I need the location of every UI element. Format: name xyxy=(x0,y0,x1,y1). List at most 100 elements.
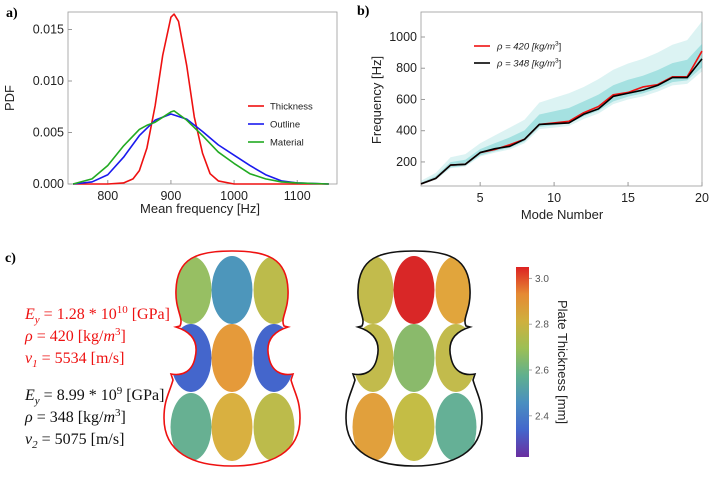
parameter-line: ρ = 348 [kg/m3] xyxy=(24,407,126,426)
thickness-patch xyxy=(170,393,212,461)
colorbar-tick-label: 3.0 xyxy=(535,274,549,285)
red-plate-outline xyxy=(163,250,301,467)
tail: ] xyxy=(121,409,126,426)
series-line-material xyxy=(72,110,329,185)
colorbar-label: Plate Thickness [mm] xyxy=(555,300,570,424)
x-tick-label: 10 xyxy=(547,191,561,205)
y-tick-label: 400 xyxy=(396,124,417,138)
superscript: 3 xyxy=(115,326,121,338)
black-plate-patches xyxy=(352,256,477,461)
subscript: y xyxy=(34,314,40,326)
x-axis-label: Mode Number xyxy=(521,207,604,222)
legend-tail: ] xyxy=(559,59,562,70)
colorbar-tick-label: 2.8 xyxy=(535,320,549,331)
legend-label: Outline xyxy=(270,120,300,131)
thickness-patch xyxy=(170,324,212,392)
symbol: E xyxy=(24,306,35,323)
legend-label: Thickness xyxy=(270,102,313,113)
series-line-1 xyxy=(420,58,703,185)
red-plate-patches xyxy=(170,256,295,461)
thickness-patch xyxy=(211,324,253,392)
legend-sup: 3 xyxy=(555,41,559,48)
series-line-outline xyxy=(72,113,329,185)
y-axis-label: Frequency [Hz] xyxy=(369,56,384,144)
parameter-line: ν1 = 5534 [m/s] xyxy=(25,350,124,370)
superscript: 9 xyxy=(117,385,123,397)
thickness-patch xyxy=(352,393,394,461)
legend-text: ρ = 420 [kg/m xyxy=(496,42,555,53)
panel-label-a: a) xyxy=(6,6,18,21)
thickness-patch xyxy=(211,256,253,324)
superscript: 10 xyxy=(117,304,129,316)
legend-label: Material xyxy=(270,138,304,149)
y-tick-label: 0.000 xyxy=(33,177,64,191)
tail: [GPa] xyxy=(122,387,164,404)
pdf-chart: 800 900 1000 1100 0.000 0.005 0.010 0.015 Mean f… xyxy=(2,11,338,216)
equation: = 5075 [m/s] xyxy=(38,431,125,448)
plate-thickness-panel: Ey = 1.28 * 1010 [GPa]ρ = 420 [kg/m3]ν1 … xyxy=(24,250,570,467)
equation: = 420 [kg/ xyxy=(33,328,104,345)
x-tick-label: 1100 xyxy=(284,189,311,203)
thickness-patch xyxy=(393,393,435,461)
y-tick-label: 800 xyxy=(396,61,417,75)
equation: = 5534 [m/s] xyxy=(38,350,125,367)
y-tick-label: 0.005 xyxy=(33,126,64,140)
colorbar-tick-label: 2.6 xyxy=(535,366,549,377)
legend-sup: 3 xyxy=(555,58,559,65)
y-tick-label: 0.015 xyxy=(33,23,64,37)
legend-label: ρ = 420 [kg/m3] xyxy=(496,41,561,53)
parameter-line: Ey = 8.99 * 109 [GPa] xyxy=(24,385,164,407)
legend-label: ρ = 348 [kg/m3] xyxy=(496,58,561,70)
y-tick-label: 600 xyxy=(396,92,417,106)
equation: = 348 [kg/ xyxy=(33,409,104,426)
thickness-patch xyxy=(352,256,394,324)
x-tick-label: 5 xyxy=(477,191,484,205)
x-tick-label: 900 xyxy=(160,189,181,203)
x-tick-label: 1000 xyxy=(220,189,248,203)
legend-tail: ] xyxy=(559,42,562,53)
thickness-patch xyxy=(393,324,435,392)
thickness-patch xyxy=(435,393,477,461)
unit-m: m xyxy=(103,409,115,426)
frequency-mode-chart: 5 10 15 20 200 400 600 800 1000 Mode Number Freque… xyxy=(369,11,709,222)
parameter-line: ν2 = 5075 [m/s] xyxy=(25,431,124,451)
colorbar-tick-label: 2.4 xyxy=(535,411,549,422)
symbol: ν xyxy=(25,350,33,367)
thickness-patch xyxy=(352,324,394,392)
thickness-patch xyxy=(170,256,212,324)
equation: = 8.99 * 10 xyxy=(40,387,117,404)
tail: [GPa] xyxy=(128,306,170,323)
symbol: E xyxy=(24,387,35,404)
parameter-line: ρ = 420 [kg/m3] xyxy=(24,326,126,345)
superscript: 3 xyxy=(115,407,121,419)
series-line-thickness xyxy=(73,13,329,185)
symbol: ρ xyxy=(24,328,33,345)
equation: = 1.28 * 10 xyxy=(40,306,117,323)
panel-label-b: b) xyxy=(357,4,370,19)
subscript: 2 xyxy=(32,439,38,451)
x-tick-label: 20 xyxy=(695,191,709,205)
thickness-patch xyxy=(253,393,295,461)
black-plate-outline xyxy=(345,250,483,467)
parameter-line: Ey = 1.28 * 1010 [GPa] xyxy=(24,304,170,326)
x-axis-label: Mean frequency [Hz] xyxy=(140,201,260,216)
y-tick-label: 0.010 xyxy=(33,74,64,88)
symbol: ν xyxy=(25,431,33,448)
colorbar xyxy=(516,267,529,457)
y-tick-label: 200 xyxy=(396,155,417,169)
subscript: 1 xyxy=(32,358,38,370)
tail: ] xyxy=(121,328,126,345)
panel-label-c: c) xyxy=(5,251,16,266)
monte-carlo-band-outer xyxy=(421,21,702,186)
unit-m: m xyxy=(103,328,115,345)
y-axis-label: PDF xyxy=(2,85,17,111)
thickness-patch xyxy=(211,393,253,461)
symbol: ρ xyxy=(24,409,33,426)
thickness-patch xyxy=(393,256,435,324)
plot-frame xyxy=(67,11,338,185)
subscript: y xyxy=(34,395,40,407)
x-tick-label: 15 xyxy=(621,191,635,205)
legend-text: ρ = 348 [kg/m xyxy=(496,59,555,70)
y-tick-label: 1000 xyxy=(389,30,417,44)
